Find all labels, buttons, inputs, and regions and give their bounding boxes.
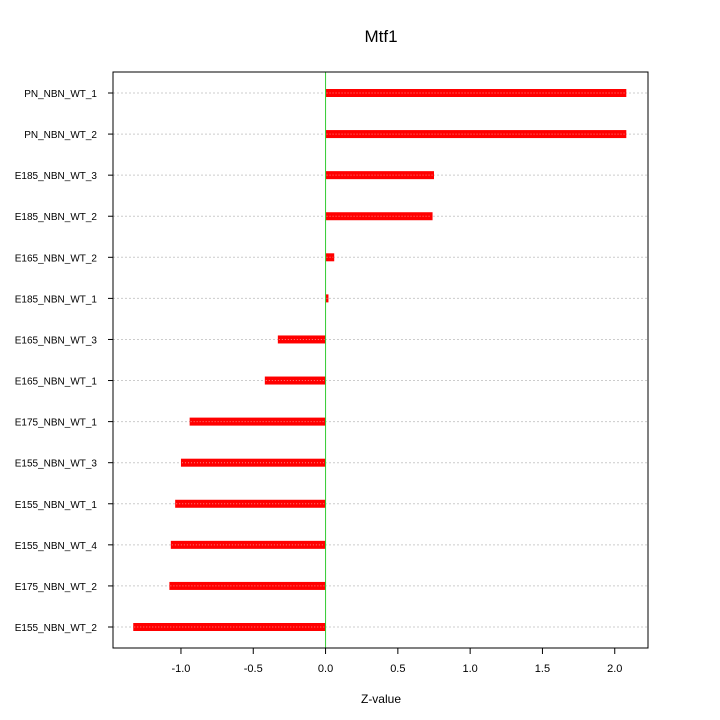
- category-label: E165_NBN_WT_3: [15, 335, 98, 346]
- bar: [175, 499, 326, 508]
- bar: [325, 89, 627, 97]
- bar: [170, 540, 326, 549]
- category-label: PN_NBN_WT_1: [24, 89, 97, 100]
- category-label: E185_NBN_WT_3: [15, 171, 98, 182]
- category-label: E155_NBN_WT_1: [15, 500, 98, 511]
- x-tick-label: 1.0: [463, 663, 478, 675]
- category-label: E155_NBN_WT_3: [15, 459, 98, 470]
- category-label: E185_NBN_WT_1: [15, 294, 98, 305]
- x-axis-ticks: -1.0 -0.5 0.0 0.5 1.0 1.5 2.0: [171, 648, 622, 675]
- category-label: E175_NBN_WT_2: [15, 582, 98, 593]
- bar: [325, 171, 434, 180]
- bar: [325, 130, 627, 139]
- bar: [277, 335, 326, 344]
- bar: [325, 212, 433, 221]
- x-tick-label: 1.5: [535, 663, 550, 675]
- category-label: E155_NBN_WT_2: [15, 623, 98, 634]
- category-label: E155_NBN_WT_4: [15, 541, 98, 552]
- bars: [133, 89, 627, 631]
- x-tick-label: -1.0: [171, 663, 190, 675]
- category-label: PN_NBN_WT_2: [24, 130, 97, 141]
- bar: [264, 376, 326, 385]
- x-tick-label: 2.0: [607, 663, 622, 675]
- bar: [133, 623, 326, 631]
- bar: [169, 581, 326, 590]
- bar: [180, 458, 326, 467]
- chart-title: Mtf1: [364, 27, 397, 46]
- x-tick-label: 0.5: [390, 663, 405, 675]
- category-labels: PN_NBN_WT_1 PN_NBN_WT_2 E185_NBN_WT_3 E185_…: [15, 89, 113, 634]
- category-label: E185_NBN_WT_2: [15, 212, 98, 223]
- category-label: E165_NBN_WT_2: [15, 253, 98, 264]
- x-axis-label: Z-value: [361, 692, 401, 706]
- x-tick-label: -0.5: [244, 663, 263, 675]
- x-tick-label: 0.0: [318, 663, 333, 675]
- plot-frame: [112, 71, 649, 649]
- category-label: E165_NBN_WT_1: [15, 377, 98, 388]
- category-label: E175_NBN_WT_1: [15, 418, 98, 429]
